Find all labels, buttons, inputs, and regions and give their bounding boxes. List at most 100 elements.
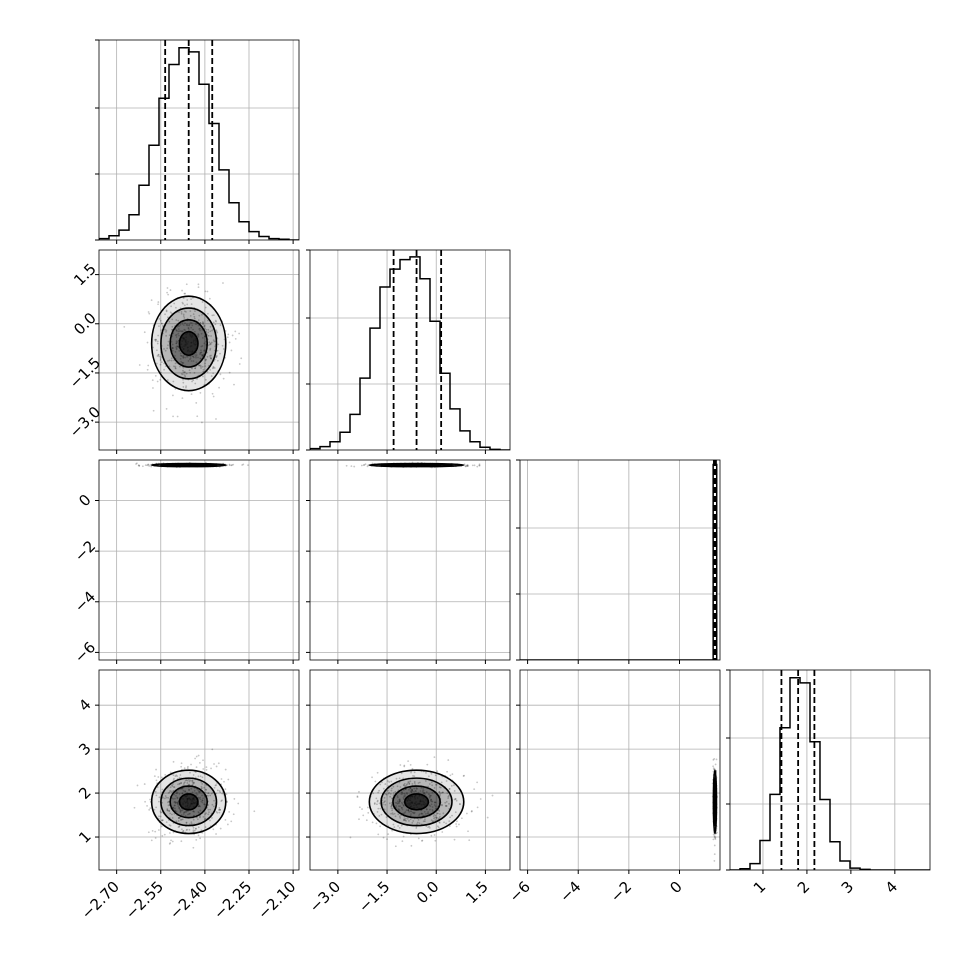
sample-point bbox=[451, 773, 454, 776]
sample-point bbox=[174, 354, 176, 357]
sample-point bbox=[195, 402, 198, 404]
sample-point bbox=[218, 808, 221, 811]
sample-point bbox=[402, 784, 405, 786]
sample-point bbox=[193, 810, 196, 813]
sample-point bbox=[166, 291, 168, 294]
sample-point bbox=[434, 819, 437, 822]
sample-point bbox=[392, 785, 395, 788]
sample-point bbox=[381, 803, 384, 806]
sample-point bbox=[450, 784, 453, 787]
sample-point bbox=[192, 818, 195, 821]
sample-point bbox=[182, 315, 185, 318]
sample-point bbox=[192, 830, 195, 833]
sample-point bbox=[714, 838, 717, 840]
sample-point bbox=[192, 846, 195, 849]
sample-point bbox=[476, 465, 479, 468]
sample-point bbox=[234, 338, 237, 340]
sample-point bbox=[423, 810, 426, 813]
sample-point bbox=[198, 797, 201, 800]
sample-point bbox=[144, 464, 147, 467]
sample-point bbox=[194, 367, 197, 370]
sample-point bbox=[398, 777, 401, 780]
sample-point bbox=[228, 464, 231, 467]
sample-point bbox=[389, 792, 392, 795]
sample-point bbox=[172, 380, 175, 383]
sample-point bbox=[192, 355, 195, 358]
sample-point bbox=[186, 828, 189, 831]
sample-point bbox=[197, 826, 200, 829]
histogram-line bbox=[310, 256, 510, 450]
sample-point bbox=[187, 788, 190, 791]
sample-point bbox=[453, 790, 456, 792]
sample-point bbox=[168, 842, 171, 845]
sample-point bbox=[441, 831, 444, 833]
sample-point bbox=[174, 801, 177, 804]
sample-point bbox=[179, 357, 182, 360]
sample-point bbox=[165, 310, 168, 313]
sample-point bbox=[169, 311, 172, 314]
contour bbox=[403, 793, 430, 811]
sample-point bbox=[154, 375, 157, 377]
sample-point bbox=[212, 314, 215, 317]
sample-point bbox=[400, 793, 403, 796]
sample-point bbox=[138, 465, 140, 467]
sample-point bbox=[415, 827, 418, 829]
sample-point bbox=[414, 789, 417, 792]
ytick-label: 3 bbox=[75, 739, 94, 758]
sample-point bbox=[215, 330, 218, 333]
sample-point bbox=[160, 322, 163, 325]
sample-point bbox=[148, 312, 151, 315]
sample-point bbox=[146, 464, 149, 467]
sample-point bbox=[404, 817, 407, 820]
sample-point bbox=[432, 815, 435, 817]
sample-point bbox=[203, 818, 206, 821]
scatter-panel-3-1 bbox=[306, 669, 511, 874]
sample-point bbox=[440, 791, 443, 794]
sample-point bbox=[179, 810, 182, 813]
sample-point bbox=[427, 811, 430, 813]
sample-point bbox=[447, 797, 450, 799]
sample-point bbox=[154, 830, 157, 833]
sample-point bbox=[413, 790, 416, 793]
sample-point bbox=[426, 763, 429, 766]
sample-point bbox=[222, 348, 225, 350]
sample-point bbox=[172, 394, 174, 397]
sample-point bbox=[197, 319, 200, 322]
sample-point bbox=[218, 811, 221, 814]
sample-point bbox=[220, 778, 223, 780]
sample-point bbox=[180, 782, 182, 784]
sample-point bbox=[411, 811, 414, 814]
sample-point bbox=[201, 421, 203, 424]
sample-point bbox=[418, 781, 421, 784]
sample-point bbox=[430, 800, 433, 803]
sample-point bbox=[441, 791, 444, 794]
sample-point bbox=[210, 792, 213, 795]
sample-point bbox=[175, 810, 178, 813]
sample-point bbox=[188, 783, 190, 786]
sample-point bbox=[233, 383, 235, 386]
sample-point bbox=[135, 462, 138, 465]
sample-point bbox=[185, 822, 188, 824]
sample-point bbox=[160, 322, 163, 325]
sample-point bbox=[424, 818, 426, 821]
sample-point bbox=[170, 305, 173, 308]
sample-point bbox=[401, 808, 404, 811]
sample-point bbox=[435, 783, 438, 786]
sample-point bbox=[434, 816, 437, 819]
sample-point bbox=[170, 839, 172, 842]
sample-point bbox=[175, 348, 178, 351]
sample-point bbox=[154, 790, 157, 793]
sample-point bbox=[367, 464, 370, 467]
sample-point bbox=[428, 825, 431, 828]
histogram-line bbox=[520, 463, 718, 660]
sample-point bbox=[173, 302, 176, 305]
sample-point bbox=[188, 813, 191, 815]
sample-point bbox=[200, 365, 202, 368]
panel-frame bbox=[729, 669, 931, 871]
sample-point bbox=[169, 786, 172, 789]
sample-point bbox=[397, 808, 400, 811]
sample-point bbox=[215, 765, 218, 768]
sample-point bbox=[394, 790, 397, 793]
sample-point bbox=[407, 809, 410, 812]
sample-point bbox=[168, 359, 171, 362]
